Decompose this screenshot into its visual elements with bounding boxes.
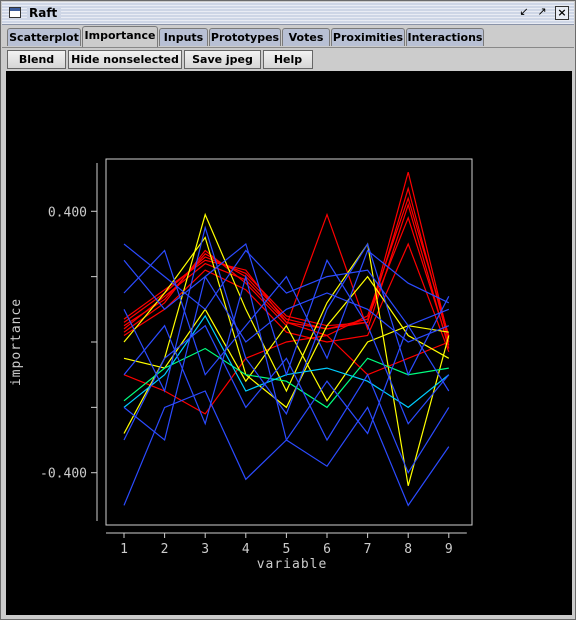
- series-line-13[interactable]: [123, 243, 450, 327]
- series-line-5[interactable]: [123, 216, 450, 346]
- series-line-9[interactable]: [123, 236, 450, 409]
- tab-votes[interactable]: Votes: [282, 28, 330, 46]
- y-axis-label: importance: [9, 298, 24, 386]
- series-lines: [123, 171, 450, 507]
- tab-interactions[interactable]: Interactions: [406, 28, 484, 46]
- plot-frame: [105, 158, 473, 526]
- x-tick-label: 4: [242, 542, 250, 557]
- tab-prototypes[interactable]: Prototypes: [209, 28, 281, 46]
- series-line-4[interactable]: [123, 171, 450, 339]
- x-axis-label: variable: [257, 557, 328, 572]
- hide-nonselected-button[interactable]: Hide nonselected: [68, 50, 182, 69]
- series-line-18[interactable]: [123, 249, 450, 376]
- series-line-16[interactable]: [123, 225, 450, 416]
- series-line-11[interactable]: [123, 347, 449, 409]
- window-menu-icon[interactable]: [9, 7, 21, 18]
- tab-proximities[interactable]: Proximities: [331, 28, 405, 46]
- x-tick-label: 1: [120, 542, 128, 557]
- y-tick-label: -0.400: [40, 467, 87, 482]
- series-line-6[interactable]: [123, 242, 450, 353]
- tab-scatterplot[interactable]: Scatterplot: [7, 28, 81, 46]
- y-tick-label: 0.400: [48, 205, 87, 220]
- tab-bar: Scatterplot Importance Inputs Prototypes…: [2, 25, 574, 48]
- title-bar[interactable]: Raft ↙ ↗ ×: [2, 2, 574, 25]
- blend-button[interactable]: Blend: [7, 50, 66, 69]
- close-icon[interactable]: ×: [555, 6, 569, 20]
- x-tick-label: 9: [445, 542, 453, 557]
- minimize-icon[interactable]: ↙: [519, 5, 529, 18]
- maximize-icon[interactable]: ↗: [537, 5, 547, 18]
- save-jpeg-button[interactable]: Save jpeg: [184, 50, 261, 69]
- series-line-19[interactable]: [123, 324, 450, 475]
- x-tick-label: 3: [201, 542, 209, 557]
- series-line-20[interactable]: [123, 259, 450, 343]
- x-tick-label: 6: [323, 542, 331, 557]
- series-line-15[interactable]: [123, 242, 450, 442]
- importance-chart: 1 2 3 4 5 6 7 8 9 -0.400 0.400 variable importance: [9, 158, 473, 572]
- tab-importance[interactable]: Importance: [82, 26, 158, 47]
- series-line-17[interactable]: [123, 274, 450, 442]
- series-line-8[interactable]: [123, 212, 450, 486]
- x-tick-label: 5: [282, 542, 290, 557]
- axes: 1 2 3 4 5 6 7 8 9 -0.400 0.400: [40, 163, 467, 557]
- help-button[interactable]: Help: [263, 50, 313, 69]
- window-title: Raft: [27, 6, 62, 20]
- series-line-7[interactable]: [123, 334, 450, 415]
- tab-inputs[interactable]: Inputs: [159, 28, 208, 46]
- x-tick-label: 8: [404, 542, 412, 557]
- toolbar: Blend Hide nonselected Save jpeg Help: [2, 48, 574, 71]
- series-line-1[interactable]: [123, 186, 450, 343]
- importance-plot[interactable]: 1 2 3 4 5 6 7 8 9 -0.400 0.400 variable importance: [6, 71, 572, 615]
- x-tick-label: 2: [161, 542, 169, 557]
- x-tick-label: 7: [364, 542, 372, 557]
